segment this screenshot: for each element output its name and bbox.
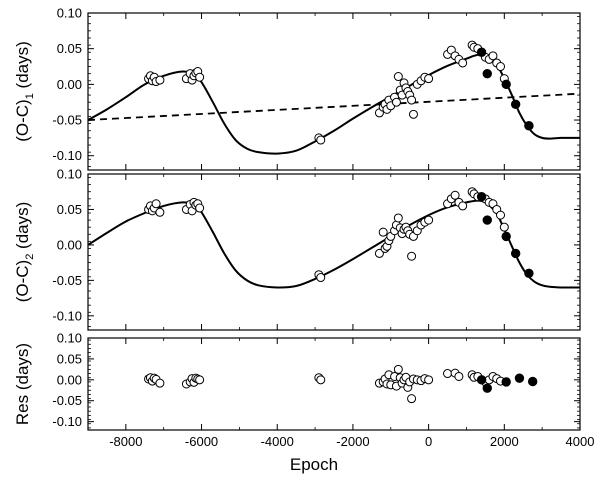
y-tick-label: 0.00 [57, 77, 82, 92]
y-tick-label: 0.05 [57, 41, 82, 56]
open-data-point [443, 369, 453, 379]
data-layer [88, 187, 580, 289]
y-tick-label: 0.10 [57, 331, 82, 346]
open-data-point [378, 227, 388, 237]
panel-top: 0.10 0.05 0.00 -0.05 -0.10 (O-C)1 (days) [13, 6, 581, 171]
filled-data-point [476, 47, 487, 57]
open-data-point [374, 248, 384, 258]
open-data-point [424, 74, 434, 84]
y-tick-label: 0.05 [57, 202, 82, 217]
open-data-point [488, 51, 498, 61]
open-data-point [407, 394, 417, 404]
x-tick-label: -8000 [109, 434, 142, 449]
y-tick-label: -0.10 [52, 414, 82, 429]
y-tick-label: -0.05 [52, 113, 82, 128]
open-data-point [195, 72, 205, 82]
open-data-point [499, 222, 509, 232]
open-data-point [316, 375, 326, 385]
open-data-point [407, 251, 417, 261]
filled-data-point [501, 231, 511, 242]
open-data-point [408, 109, 418, 119]
open-data-point [391, 97, 401, 107]
filled-data-point [527, 376, 538, 387]
open-data-point [458, 201, 468, 211]
panel-middle: 0.10 0.05 0.00 -0.05 -0.10 (O-C)2 (days) [13, 167, 581, 331]
open-data-point [496, 62, 506, 72]
open-data-point [407, 95, 417, 105]
filled-data-point [501, 377, 511, 387]
filled-data-point [524, 121, 534, 131]
open-data-point [195, 375, 205, 385]
y-tick-label: 0.00 [57, 237, 82, 252]
y-tick-label: -0.10 [52, 308, 82, 323]
x-axis-label: Epoch [290, 455, 338, 474]
data-layer [88, 40, 580, 155]
x-tick-label: 2000 [490, 434, 519, 449]
filled-data-point [482, 215, 492, 225]
y-tick-label: -0.10 [52, 148, 82, 163]
open-data-point [454, 371, 464, 381]
y-tick-label: 0.10 [57, 6, 82, 21]
open-data-point [450, 190, 460, 200]
open-data-point [195, 203, 205, 213]
open-data-point [155, 207, 165, 217]
x-tick-label: -2000 [336, 434, 369, 449]
y-axis-label: (O-C)1 (days) [13, 41, 36, 142]
filled-data-point [501, 79, 511, 90]
open-data-point [496, 210, 506, 220]
open-data-point [151, 199, 161, 209]
filled-data-point [510, 99, 521, 110]
y-axis-label: Res (days) [13, 343, 32, 425]
open-data-point [424, 215, 434, 225]
panels: 0.100.050.00-0.05-0.10(O-C)1 (days)0.100… [13, 6, 594, 475]
fit-curve [88, 53, 580, 155]
x-tick-label: 0 [425, 434, 432, 449]
y-tick-label: 0.05 [57, 351, 82, 366]
open-data-point [393, 364, 403, 374]
filled-data-point [476, 191, 487, 202]
filled-data-point [514, 373, 525, 383]
trend-line [88, 92, 580, 121]
open-data-point [424, 375, 434, 385]
plot-frame [87, 12, 581, 171]
y-tick-label: 0.10 [57, 167, 82, 182]
open-data-point [316, 273, 326, 283]
open-data-point [393, 213, 403, 223]
open-data-point [155, 378, 165, 388]
x-tick-label: 4000 [566, 434, 595, 449]
filled-data-point [524, 268, 534, 278]
filled-data-point [510, 248, 521, 259]
y-tick-label: -0.05 [52, 273, 82, 288]
plot-frame [87, 173, 581, 331]
x-tick-label: -4000 [261, 434, 294, 449]
open-data-point [393, 72, 403, 82]
open-data-point [316, 135, 326, 145]
y-tick-label: -0.05 [52, 393, 82, 408]
open-data-point [458, 58, 468, 68]
y-tick-label: 0.00 [57, 372, 82, 387]
filled-data-point [476, 375, 487, 385]
filled-data-point [482, 383, 492, 393]
open-data-point [155, 75, 165, 85]
data-layer [144, 364, 538, 404]
x-tick-label: -6000 [185, 434, 218, 449]
filled-data-point [482, 68, 492, 79]
panel-bottom: 0.10 0.05 0.00 -0.05 -0.10 -8000 -6000 -4000 -20… [13, 331, 594, 475]
y-axis-label: (O-C)2 (days) [13, 202, 36, 303]
plot-frame [87, 337, 581, 431]
